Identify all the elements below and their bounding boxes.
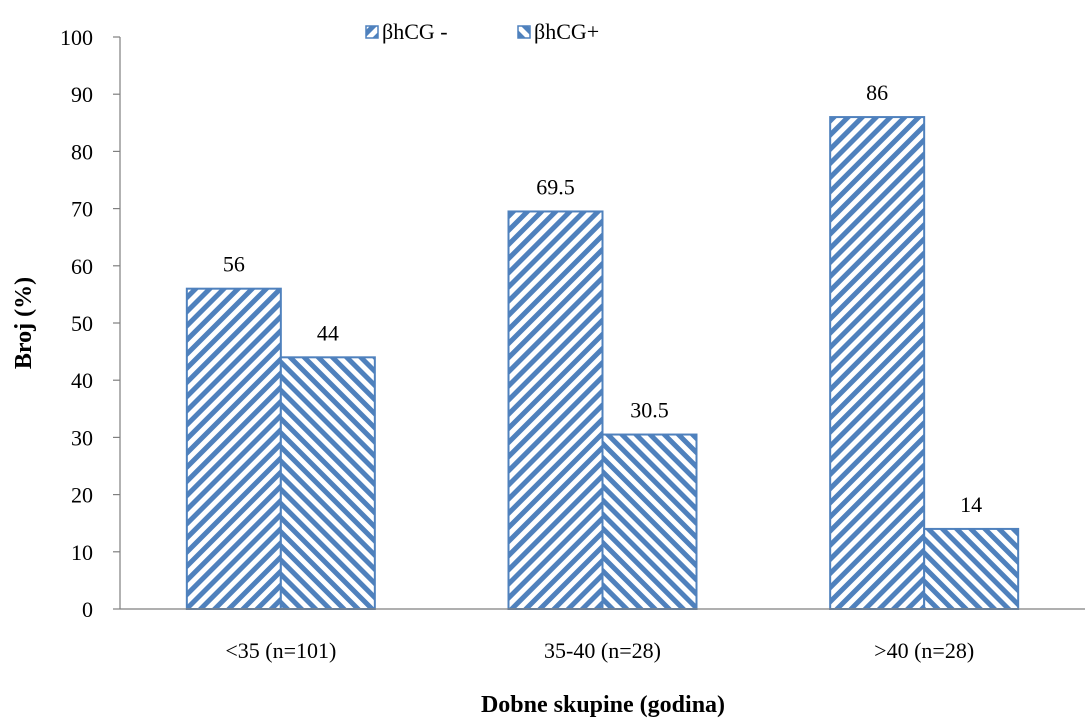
bar-bhcg-positive [279,356,376,610]
y-tick-label: 30 [71,425,93,450]
y-tick-label: 80 [71,139,93,164]
data-label: 44 [317,320,339,345]
legend-label: βhCG+ [534,19,599,44]
y-tick-label: 90 [71,82,93,107]
legend-swatch [517,25,531,39]
bar-bhcg-negative [829,116,926,611]
bar-bhcg-negative [507,210,604,611]
y-tick-label: 0 [82,597,93,622]
y-tick-label: 100 [60,25,93,50]
y-tick-label: 10 [71,540,93,565]
y-tick-label: 60 [71,254,93,279]
bar-bhcg-positive [923,527,1020,610]
data-labels: 56 44 69.5 30.5 86 14 [223,80,982,517]
y-axis-title: Broj (%) [11,277,37,369]
y-tick-label: 20 [71,483,93,508]
legend-item: βhCG+ [517,19,599,44]
data-label: 56 [223,252,245,277]
bars [185,116,1020,611]
x-tick-label: <35 (n=101) [225,638,336,663]
bar-bhcg-positive [601,433,698,611]
y-tick-label: 70 [71,197,93,222]
x-axis-ticks: <35 (n=101) 35-40 (n=28) >40 (n=28) [225,638,974,663]
data-label: 86 [866,80,888,105]
legend: βhCG - βhCG+ [365,19,599,44]
legend-item: βhCG - [365,19,448,44]
data-label: 30.5 [630,398,669,423]
y-axis-ticks: 0 10 20 30 40 50 60 70 80 90 100 [60,25,120,622]
legend-label: βhCG - [382,19,448,44]
y-tick-label: 40 [71,368,93,393]
data-label: 69.5 [536,174,575,199]
x-axis-title: Dobne skupine (godina) [481,692,725,718]
legend-swatch [365,25,379,39]
x-tick-label: 35-40 (n=28) [544,638,661,663]
bar-bhcg-negative [185,287,282,610]
y-tick-label: 50 [71,311,93,336]
data-label: 14 [960,492,982,517]
x-tick-label: >40 (n=28) [874,638,974,663]
